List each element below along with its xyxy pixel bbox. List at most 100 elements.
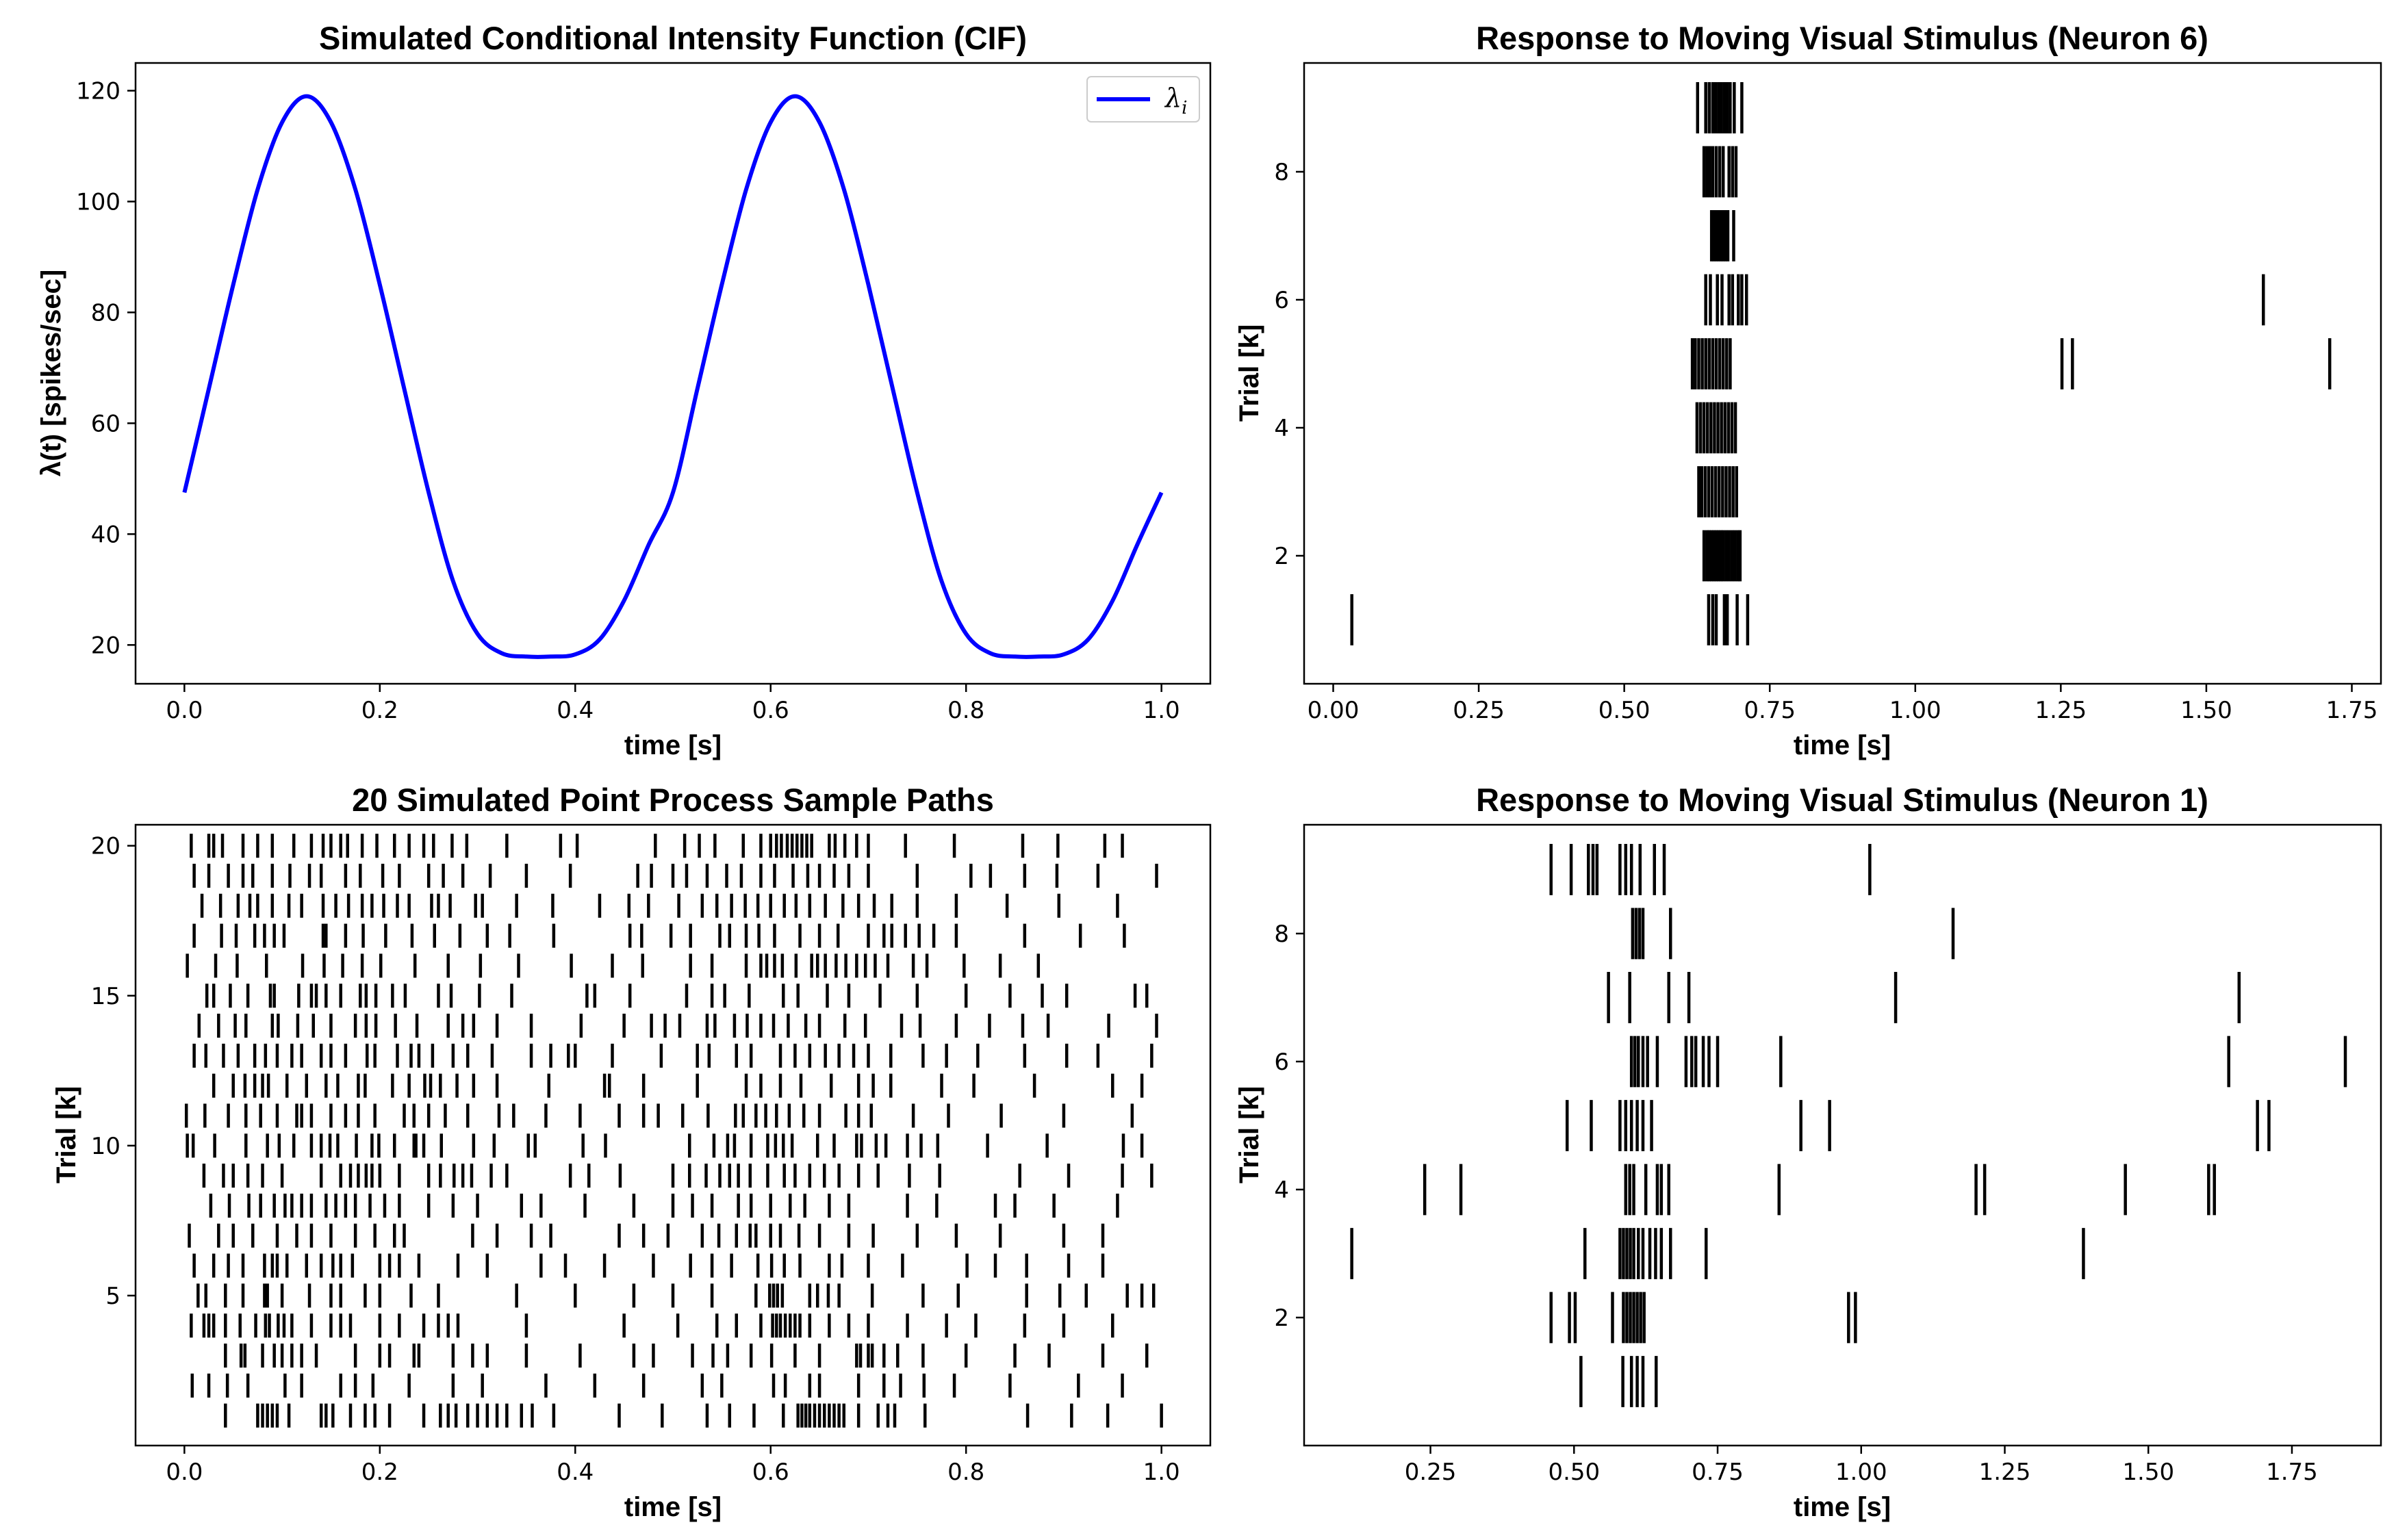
x-tick-label: 0.2 bbox=[361, 1459, 398, 1486]
y-tick-label: 6 bbox=[1274, 1049, 1289, 1076]
raster-trial-9 bbox=[1696, 82, 1744, 133]
y-axis-label: Trial [k] bbox=[1234, 324, 1264, 422]
x-axis-label: time [s] bbox=[624, 1492, 722, 1522]
raster-trial-11 bbox=[184, 1103, 1134, 1128]
panel-title: 20 Simulated Point Process Sample Paths bbox=[352, 782, 994, 818]
raster-trial-1 bbox=[1579, 1356, 1658, 1407]
x-tick-label: 0.25 bbox=[1405, 1459, 1457, 1486]
panel-title: Response to Moving Visual Stimulus (Neur… bbox=[1476, 782, 2208, 818]
raster-trial-5 bbox=[1690, 338, 2332, 389]
raster-trial-9 bbox=[202, 1164, 1154, 1188]
x-tick-label: 1.00 bbox=[1835, 1459, 1887, 1486]
raster-trial-3 bbox=[1697, 466, 1739, 517]
y-tick-label: 2 bbox=[1274, 543, 1289, 570]
cif-line bbox=[182, 94, 1164, 659]
series-sample-paths bbox=[184, 834, 1163, 1428]
x-tick-label: 1.75 bbox=[2326, 697, 2378, 724]
x-tick-label: 1.50 bbox=[2180, 697, 2232, 724]
panel-neuron1: Response to Moving Visual Stimulus (Neur… bbox=[1234, 782, 2382, 1522]
y-tick-label: 15 bbox=[91, 983, 120, 1010]
legend-subscript: i bbox=[1182, 98, 1187, 118]
tick-labels-neuron1: 0.25 0.50 0.75 1.00 1.25 1.50 1.75 2 4 6 8 bbox=[1274, 921, 2317, 1486]
raster-trial-3 bbox=[224, 1344, 1149, 1368]
x-tick-label: 1.50 bbox=[2122, 1459, 2174, 1486]
y-tick-label: 8 bbox=[1274, 159, 1289, 186]
y-tick-label: 40 bbox=[91, 521, 120, 548]
raster-trial-8 bbox=[1631, 908, 1955, 960]
panel-title: Simulated Conditional Intensity Function… bbox=[319, 20, 1027, 56]
y-tick-label: 4 bbox=[1274, 1177, 1289, 1204]
raster-trial-20 bbox=[190, 834, 1124, 858]
series-neuron6 bbox=[1350, 82, 2332, 645]
axes-frame bbox=[134, 62, 1212, 685]
raster-trial-4 bbox=[1695, 402, 1737, 454]
y-tick-label: 5 bbox=[105, 1283, 120, 1310]
raster-trial-4 bbox=[1423, 1164, 2216, 1216]
axes-frame bbox=[134, 823, 1212, 1447]
raster-trial-13 bbox=[192, 1043, 1154, 1068]
raster-trial-4 bbox=[190, 1313, 1114, 1338]
raster-trial-7 bbox=[188, 1223, 1105, 1248]
y-tick-label: 80 bbox=[91, 299, 120, 326]
x-tick-label: 0.6 bbox=[752, 697, 789, 724]
tick-labels-cif: 0.0 0.2 0.4 0.6 0.8 1.0 20 40 60 80 100 120 bbox=[76, 77, 1180, 724]
raster-trial-2 bbox=[1549, 1292, 1857, 1344]
x-tick-label: 0.50 bbox=[1548, 1459, 1600, 1486]
axes-frame bbox=[1303, 823, 2382, 1447]
y-tick-label: 8 bbox=[1274, 921, 1289, 948]
y-axis-label: Trial [k] bbox=[1234, 1086, 1264, 1183]
x-tick-label: 0.75 bbox=[1692, 1459, 1744, 1486]
raster-trial-6 bbox=[192, 1253, 1105, 1278]
y-tick-label: 20 bbox=[91, 632, 120, 659]
x-axis-label: time [s] bbox=[1794, 730, 1891, 760]
raster-trial-1 bbox=[224, 1403, 1163, 1428]
raster-trial-10 bbox=[186, 1133, 1144, 1158]
x-tick-label: 1.25 bbox=[2035, 697, 2087, 724]
y-tick-label: 2 bbox=[1274, 1305, 1289, 1332]
axes-frame bbox=[1303, 62, 2382, 685]
raster-trial-17 bbox=[192, 923, 1126, 948]
x-tick-label: 0.8 bbox=[947, 1459, 984, 1486]
raster-trial-5 bbox=[1565, 1100, 2271, 1151]
raster-trial-9 bbox=[1549, 844, 1872, 895]
tick-labels-neuron6: 0.00 0.25 0.50 0.75 1.00 1.25 1.50 1.75 2 4 6 8 bbox=[1274, 159, 2378, 724]
raster-trial-3 bbox=[1350, 1228, 2085, 1279]
raster-trial-12 bbox=[212, 1073, 1144, 1098]
raster-trial-2 bbox=[1702, 530, 1742, 582]
x-tick-label: 0.00 bbox=[1308, 697, 1360, 724]
y-tick-label: 60 bbox=[91, 410, 120, 437]
x-tick-label: 1.25 bbox=[1979, 1459, 2031, 1486]
series-neuron1 bbox=[1350, 844, 2347, 1407]
x-tick-label: 0.6 bbox=[752, 1459, 789, 1486]
raster-trial-8 bbox=[209, 1193, 1119, 1218]
series-cif bbox=[182, 94, 1164, 659]
raster-trial-18 bbox=[200, 893, 1119, 918]
x-tick-label: 0.8 bbox=[947, 697, 984, 724]
x-tick-label: 1.0 bbox=[1143, 697, 1180, 724]
y-tick-label: 4 bbox=[1274, 415, 1289, 442]
x-tick-label: 0.0 bbox=[166, 1459, 203, 1486]
panel-neuron6: Response to Moving Visual Stimulus (Neur… bbox=[1234, 20, 2382, 760]
y-axis-label: Trial [k] bbox=[51, 1086, 81, 1183]
raster-trial-5 bbox=[196, 1283, 1156, 1308]
x-tick-label: 0.50 bbox=[1598, 697, 1651, 724]
raster-trial-2 bbox=[190, 1373, 1124, 1398]
raster-trial-7 bbox=[1607, 972, 2241, 1023]
x-axis-label: time [s] bbox=[1794, 1492, 1891, 1522]
x-tick-label: 0.75 bbox=[1744, 697, 1796, 724]
legend-symbol: λ bbox=[1164, 83, 1182, 113]
x-tick-label: 0.0 bbox=[166, 697, 203, 724]
x-tick-label: 0.2 bbox=[361, 697, 398, 724]
y-axis-label: λ(t) [spikes/sec] bbox=[36, 270, 66, 476]
raster-trial-16 bbox=[186, 953, 1041, 978]
raster-trial-15 bbox=[205, 984, 1149, 1008]
y-tick-label: 120 bbox=[76, 77, 120, 105]
y-tick-label: 6 bbox=[1274, 287, 1289, 314]
panel-sample-paths: 20 Simulated Point Process Sample Paths … bbox=[51, 782, 1212, 1522]
y-tick-label: 100 bbox=[76, 188, 120, 216]
y-tick-label: 10 bbox=[91, 1133, 120, 1160]
raster-trial-14 bbox=[197, 1014, 1158, 1038]
x-tick-label: 1.00 bbox=[1889, 697, 1941, 724]
x-tick-label: 1.75 bbox=[2266, 1459, 2318, 1486]
y-tick-label: 20 bbox=[91, 833, 120, 860]
